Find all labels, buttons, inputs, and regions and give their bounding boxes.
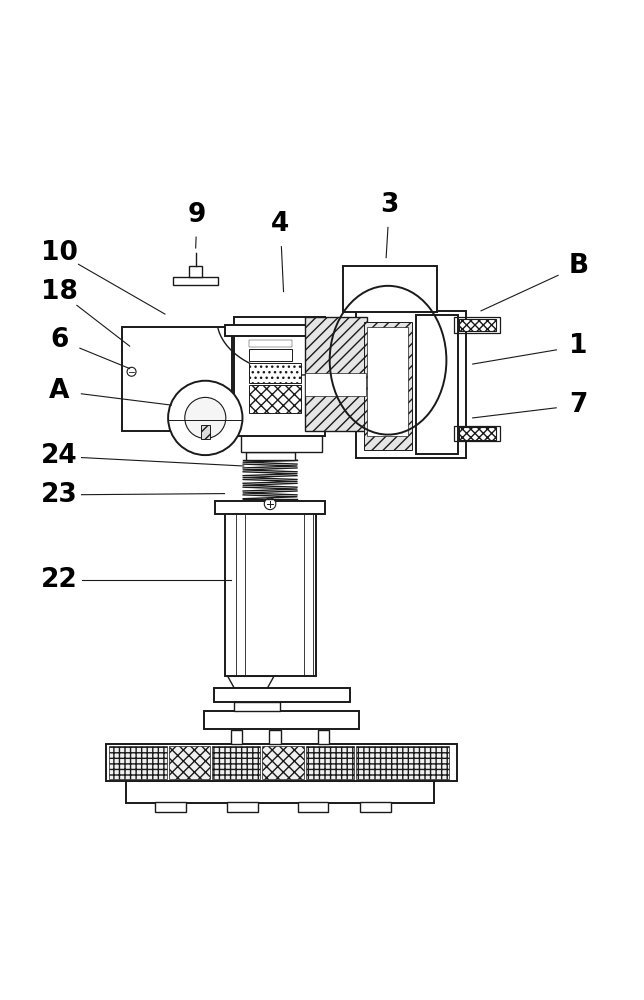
Bar — [454, 426, 500, 441]
Bar — [269, 730, 281, 744]
Bar — [215, 501, 325, 514]
Bar — [189, 266, 202, 277]
Bar — [225, 513, 316, 676]
Bar — [106, 744, 457, 781]
Text: 4: 4 — [271, 211, 289, 237]
Text: 7: 7 — [569, 392, 588, 418]
Text: 23: 23 — [41, 482, 77, 508]
Bar — [454, 317, 500, 333]
Text: 1: 1 — [569, 333, 588, 359]
Bar — [367, 327, 408, 436]
Bar — [214, 688, 350, 702]
Bar — [173, 277, 218, 285]
Bar — [155, 802, 186, 812]
Bar — [361, 802, 392, 812]
Bar — [249, 349, 292, 361]
Polygon shape — [228, 676, 274, 688]
Bar — [356, 311, 466, 458]
Bar — [249, 340, 292, 347]
Text: 22: 22 — [41, 567, 77, 593]
Bar — [234, 317, 325, 436]
Bar — [262, 746, 304, 779]
Bar — [122, 327, 232, 431]
Text: A: A — [49, 378, 70, 404]
Bar — [365, 322, 412, 450]
Text: B: B — [569, 253, 589, 279]
Bar — [343, 266, 437, 312]
Bar — [459, 319, 496, 331]
Circle shape — [264, 498, 276, 510]
Bar — [204, 711, 359, 729]
Text: 3: 3 — [380, 192, 399, 218]
Circle shape — [185, 397, 226, 438]
Bar — [231, 730, 243, 744]
Text: 24: 24 — [41, 443, 77, 469]
Bar — [241, 433, 322, 452]
Bar — [415, 315, 458, 454]
Bar — [249, 363, 301, 383]
Bar — [317, 730, 329, 744]
Bar — [306, 746, 354, 779]
Bar — [305, 317, 367, 431]
Bar — [225, 325, 345, 336]
Bar — [109, 746, 167, 779]
Bar — [169, 746, 211, 779]
Bar — [459, 427, 496, 440]
Bar — [249, 385, 301, 413]
Bar — [126, 781, 434, 803]
Bar — [234, 702, 280, 711]
Bar — [227, 802, 258, 812]
Bar — [298, 802, 328, 812]
Bar — [305, 373, 366, 396]
Text: 6: 6 — [50, 327, 68, 353]
Circle shape — [127, 367, 136, 376]
Text: 10: 10 — [41, 240, 77, 266]
Bar — [246, 452, 295, 460]
Bar — [213, 746, 260, 779]
Circle shape — [168, 381, 243, 455]
Text: 18: 18 — [41, 279, 77, 305]
Bar — [201, 425, 210, 439]
Bar — [356, 746, 449, 779]
Text: 9: 9 — [188, 202, 206, 228]
